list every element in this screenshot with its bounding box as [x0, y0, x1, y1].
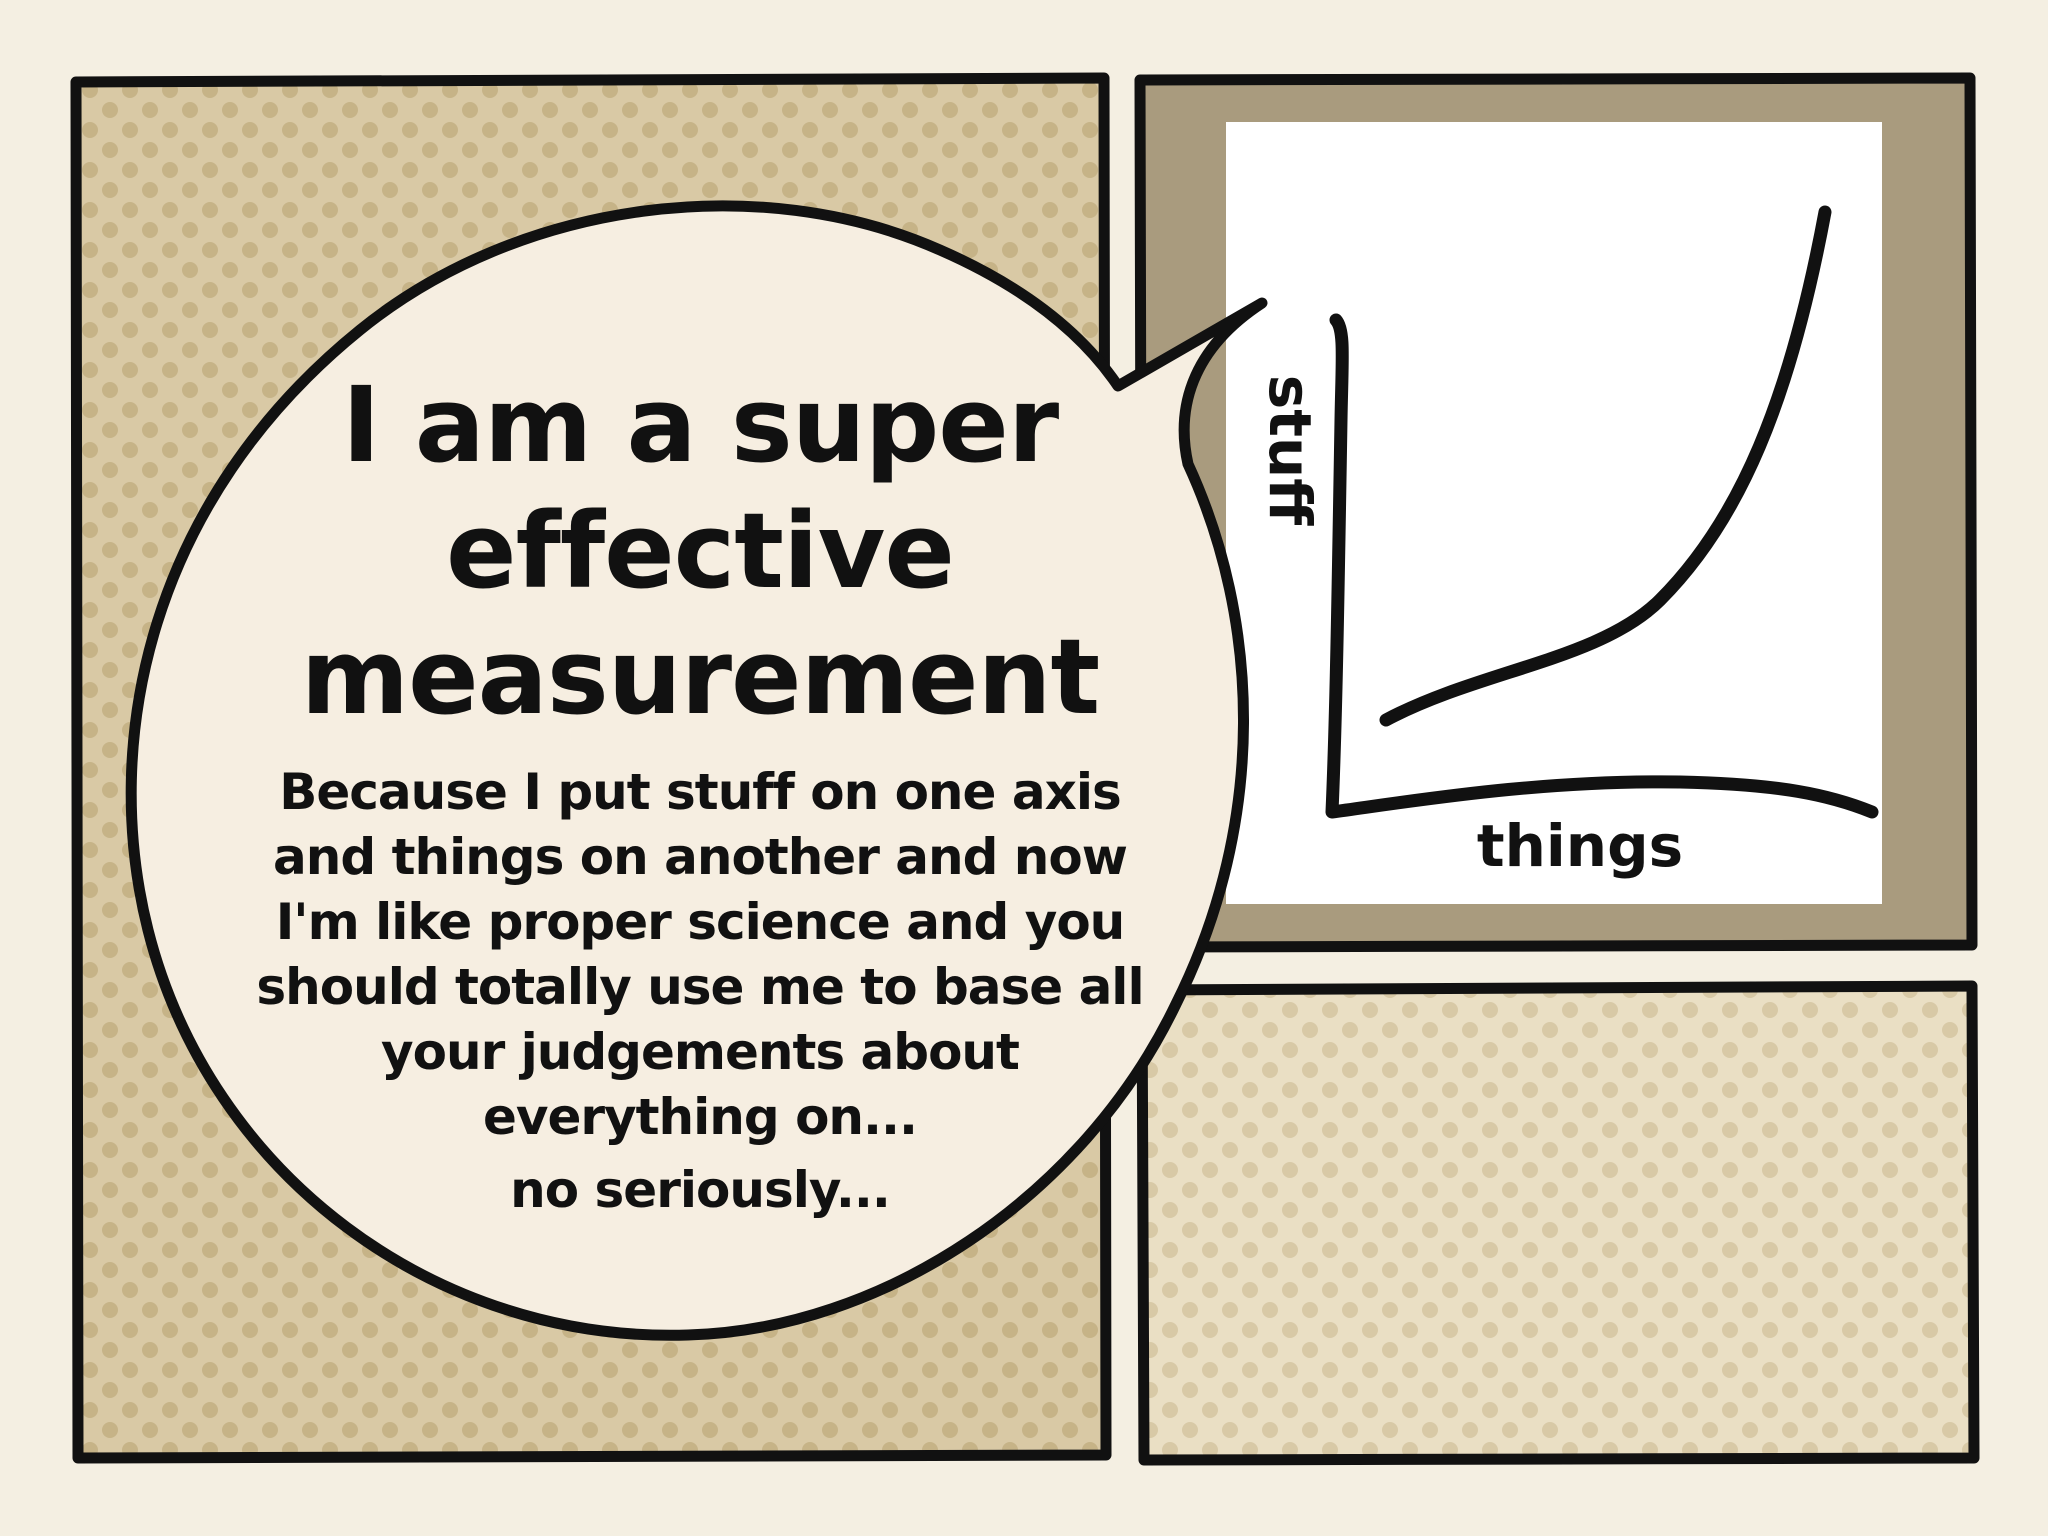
- chart-x-axis-label: things: [1476, 812, 1684, 880]
- speech-body: Because I put stuff on one axis and thin…: [256, 763, 1144, 1146]
- bottom-right-panel: [1136, 980, 1980, 1466]
- chart-axes: [1325, 313, 1879, 819]
- speech-title: I am a super effective measurement: [300, 364, 1101, 738]
- speech-bubble: [125, 200, 1268, 1341]
- speech-note: no seriously...: [510, 1161, 891, 1219]
- chart-y-axis-label: stuff: [1256, 374, 1324, 526]
- chart-curve: [1379, 205, 1832, 727]
